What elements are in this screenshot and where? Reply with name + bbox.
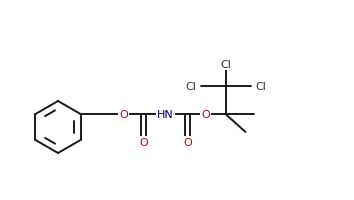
Text: Cl: Cl	[255, 82, 266, 92]
Text: HN: HN	[157, 109, 174, 119]
Text: O: O	[183, 137, 192, 147]
Text: Cl: Cl	[185, 82, 196, 92]
Text: O: O	[119, 109, 128, 119]
Text: Cl: Cl	[220, 60, 231, 70]
Text: O: O	[201, 109, 210, 119]
Text: O: O	[139, 137, 148, 147]
